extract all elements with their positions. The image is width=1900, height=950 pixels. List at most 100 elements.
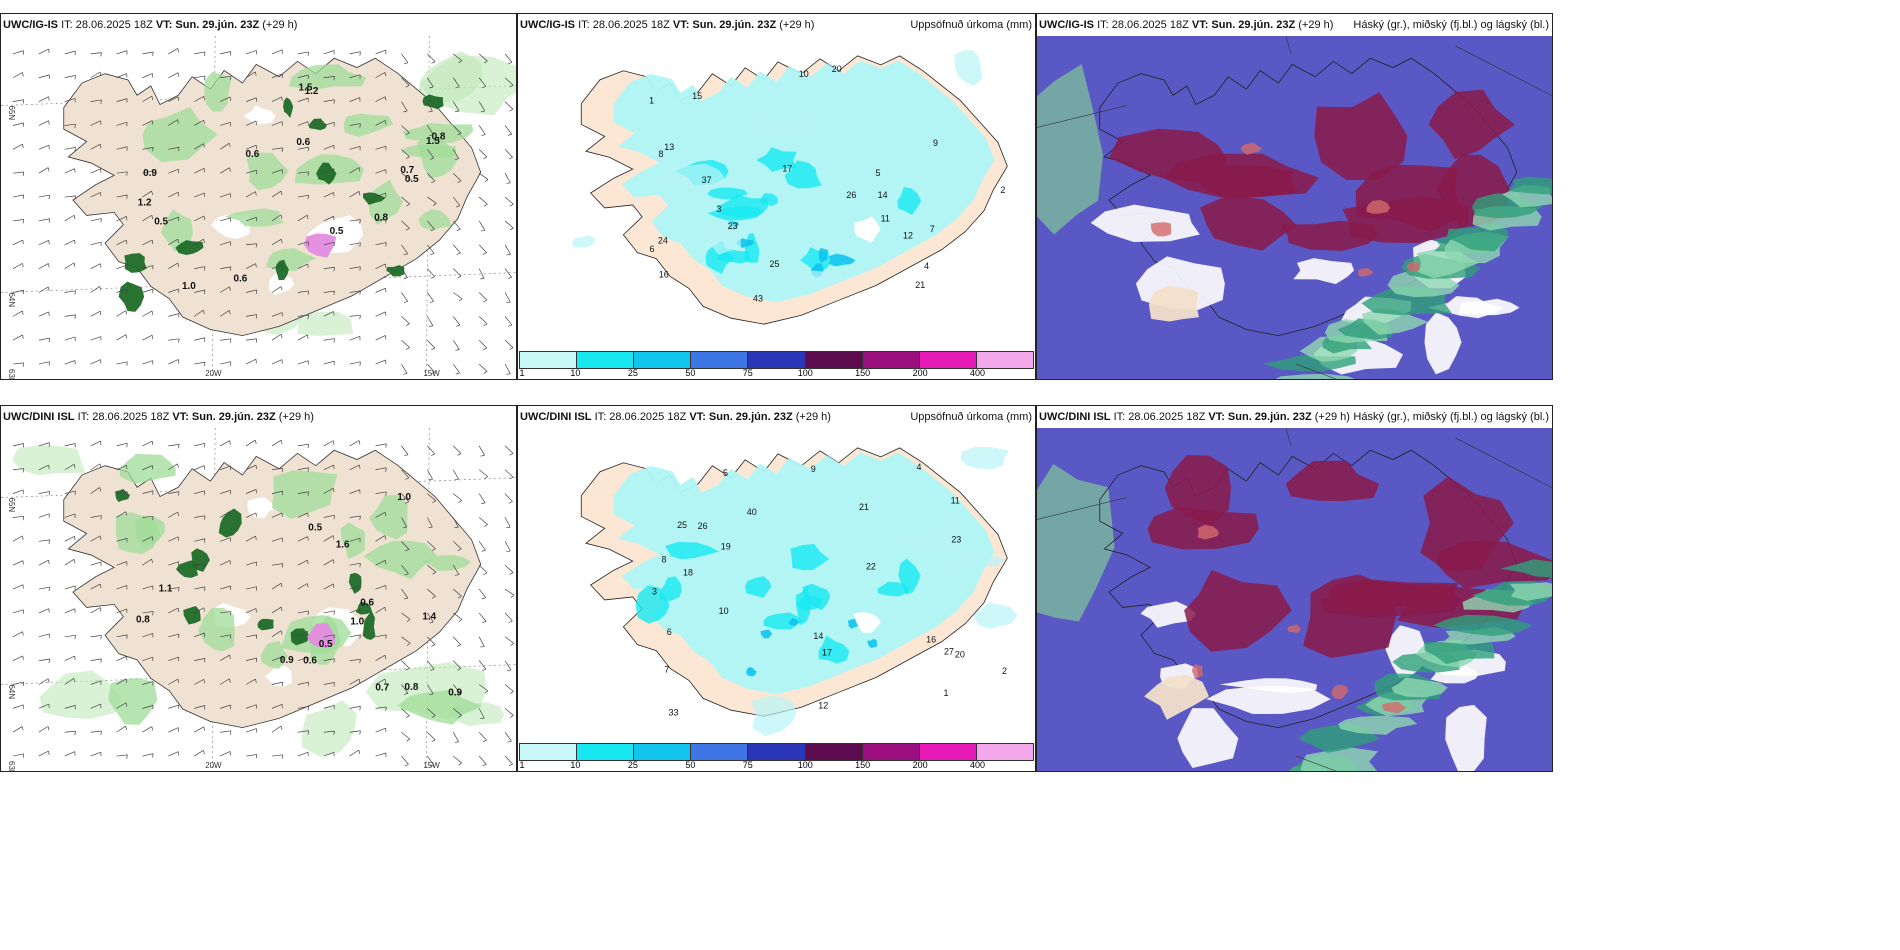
wind-barb-flag bbox=[454, 526, 459, 529]
wind-barb-flag bbox=[405, 667, 410, 671]
wind-barb bbox=[452, 363, 460, 374]
wind-barb bbox=[142, 51, 154, 55]
mid-cloud bbox=[1472, 192, 1543, 219]
wind-barb-flag bbox=[404, 692, 409, 695]
region-border bbox=[1037, 105, 1127, 128]
wind-barb bbox=[245, 754, 257, 757]
extreme-gust bbox=[303, 233, 337, 258]
wind-barb bbox=[12, 655, 23, 661]
wind-barb-flag bbox=[406, 347, 410, 350]
wind-barb-flag bbox=[359, 634, 361, 639]
wind-barb bbox=[401, 172, 411, 180]
wind-barb bbox=[323, 751, 335, 757]
gust-value: 0.5 bbox=[330, 226, 344, 237]
wind-barb bbox=[297, 146, 309, 150]
wind-barb bbox=[478, 660, 487, 670]
wind-barb bbox=[12, 122, 24, 126]
wind-barb bbox=[323, 487, 334, 494]
wind-barb bbox=[375, 634, 387, 638]
wind-barb bbox=[219, 560, 231, 566]
wind-barb-flag bbox=[126, 171, 128, 176]
wind-barb bbox=[219, 142, 230, 150]
wind-barb bbox=[478, 588, 487, 598]
wind-barb-flag bbox=[74, 314, 76, 319]
precip-value: 23 bbox=[728, 221, 738, 231]
wind-barb-flag bbox=[152, 516, 154, 521]
wind-barb bbox=[245, 561, 257, 566]
gust-value: 1.5 bbox=[299, 82, 313, 93]
precip-heavy bbox=[746, 667, 757, 677]
wind-barb bbox=[297, 706, 309, 709]
wind-barb bbox=[349, 190, 360, 198]
wind-barb-flag bbox=[307, 467, 309, 472]
gust-area bbox=[416, 137, 459, 179]
wind-barb-flag bbox=[125, 334, 128, 339]
wind-barb bbox=[297, 656, 309, 661]
valid-time: Sun. 29.jún. 23Z bbox=[1227, 411, 1312, 423]
wind-barb-flag bbox=[203, 750, 205, 755]
wind-barb bbox=[90, 192, 101, 198]
wind-barb bbox=[452, 684, 461, 694]
wind-barb bbox=[168, 678, 179, 685]
high-cloud-edge bbox=[1382, 701, 1407, 714]
wind-barb bbox=[504, 541, 511, 552]
wind-barb-flag bbox=[151, 559, 153, 564]
clear-sky bbox=[1206, 685, 1331, 715]
wind-barb bbox=[297, 610, 309, 614]
wind-barb bbox=[401, 541, 410, 550]
wind-barb-flag bbox=[359, 123, 361, 128]
wind-barb bbox=[452, 196, 461, 206]
wind-barb bbox=[220, 217, 231, 222]
wind-barb bbox=[504, 77, 514, 86]
wind-barb-flag bbox=[406, 738, 411, 742]
mid-cloud bbox=[1391, 677, 1448, 698]
wind-barb bbox=[427, 268, 435, 277]
lat-label-64n: 64N bbox=[7, 293, 16, 308]
wind-barb-flag bbox=[228, 143, 231, 148]
wind-barb-flag bbox=[99, 463, 102, 468]
wind-barb bbox=[142, 440, 153, 447]
wind-barb bbox=[90, 487, 100, 494]
wind-barb-flag bbox=[151, 726, 154, 731]
precip-value: 4 bbox=[916, 462, 921, 472]
wind-barb-flag bbox=[255, 754, 258, 759]
precip-core bbox=[790, 544, 830, 571]
gust-value: 0.5 bbox=[405, 174, 419, 185]
precip-map-top: 1 2 3 4 5 6 7 8 9 10 11 12 13 14 15 16 17 20 21 23 24 25 26 37 4… bbox=[518, 36, 1035, 349]
wind-barb bbox=[12, 584, 24, 590]
wind-barb bbox=[349, 464, 360, 471]
high-cloud bbox=[1199, 195, 1298, 251]
cloud-map-bottom bbox=[1037, 428, 1552, 771]
wind-barb-flag bbox=[483, 347, 487, 351]
wind-barb bbox=[349, 146, 361, 150]
wind-barb-flag bbox=[307, 730, 310, 735]
wind-barb bbox=[245, 50, 257, 55]
wind-barb bbox=[375, 727, 386, 733]
wind-barb bbox=[271, 537, 283, 542]
precip-core bbox=[756, 147, 797, 173]
colorbar-tick-label: 75 bbox=[742, 760, 753, 770]
wind-barb bbox=[38, 586, 50, 590]
wind-barb-flag bbox=[358, 678, 361, 683]
wind-barb-flag bbox=[332, 559, 335, 564]
wind-barb bbox=[194, 563, 206, 566]
lat-label-65n: 65N bbox=[7, 498, 16, 513]
wind-barb bbox=[504, 660, 512, 671]
wind-barb-flag bbox=[480, 278, 485, 280]
wind-barb-flag bbox=[457, 180, 462, 183]
wind-barb bbox=[427, 731, 436, 741]
wind-barb bbox=[349, 361, 361, 365]
wind-barb bbox=[220, 490, 231, 494]
wind-barb bbox=[194, 337, 205, 341]
wind-barb bbox=[12, 263, 23, 269]
wind-barb-flag bbox=[431, 739, 436, 742]
wind-barb bbox=[12, 334, 23, 341]
panel-header: UWC/IG-IS IT: 28.06.2025 18Z VT: Sun. 29… bbox=[518, 14, 1035, 36]
wind-barb bbox=[297, 241, 309, 246]
wind-barb-flag bbox=[203, 96, 205, 101]
mid-cloud bbox=[1446, 223, 1509, 252]
wind-barb bbox=[90, 535, 101, 542]
wind-barb-flag bbox=[358, 191, 361, 196]
wind-barb bbox=[504, 708, 514, 716]
wind-barb bbox=[38, 491, 50, 494]
